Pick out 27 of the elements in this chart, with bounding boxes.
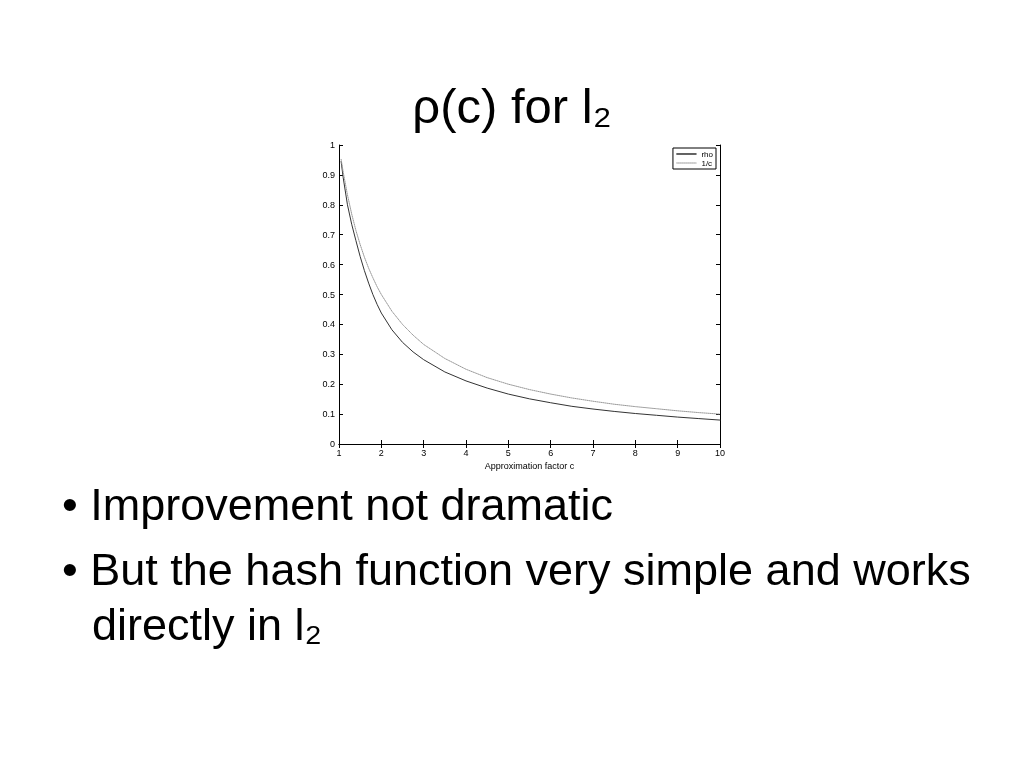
y-tick-label: 0.2 bbox=[322, 379, 335, 390]
y-tick-label: 0 bbox=[329, 439, 335, 449]
x-tick-label: 4 bbox=[463, 447, 469, 458]
y-tick-label: 0.6 bbox=[322, 259, 335, 270]
x-tick-label: 10 bbox=[714, 447, 726, 458]
chart-title: ρ(c) for l₂ bbox=[412, 78, 612, 133]
x-axis-title: Approximation factor c bbox=[484, 461, 575, 472]
x-tick-label: 1 bbox=[336, 447, 342, 458]
x-tick-label: 3 bbox=[421, 447, 427, 458]
y-tick-label: 1 bbox=[329, 140, 335, 150]
x-tick-label: 2 bbox=[378, 447, 384, 458]
legend-label: 1/c bbox=[701, 158, 713, 168]
y-tick-label: 0.5 bbox=[322, 289, 335, 300]
y-tick-label: 0.3 bbox=[322, 349, 335, 360]
x-tick-label: 5 bbox=[505, 447, 511, 458]
y-tick-label: 0.9 bbox=[322, 169, 335, 180]
text: • But the hash function very simple and works directly in l₂ bbox=[62, 543, 972, 652]
x-tick-label: 6 bbox=[548, 447, 554, 458]
text: • Improvement not dramatic bbox=[62, 478, 614, 532]
y-tick-label: 0.1 bbox=[322, 409, 335, 420]
legend-label: rho bbox=[701, 149, 714, 159]
x-tick-label: 7 bbox=[590, 447, 596, 458]
y-tick-label: 0.7 bbox=[322, 229, 335, 240]
x-tick-label: 8 bbox=[632, 447, 638, 458]
y-tick-label: 0.8 bbox=[322, 199, 335, 210]
y-tick-label: 0.4 bbox=[322, 319, 335, 330]
x-tick-label: 9 bbox=[675, 447, 681, 458]
